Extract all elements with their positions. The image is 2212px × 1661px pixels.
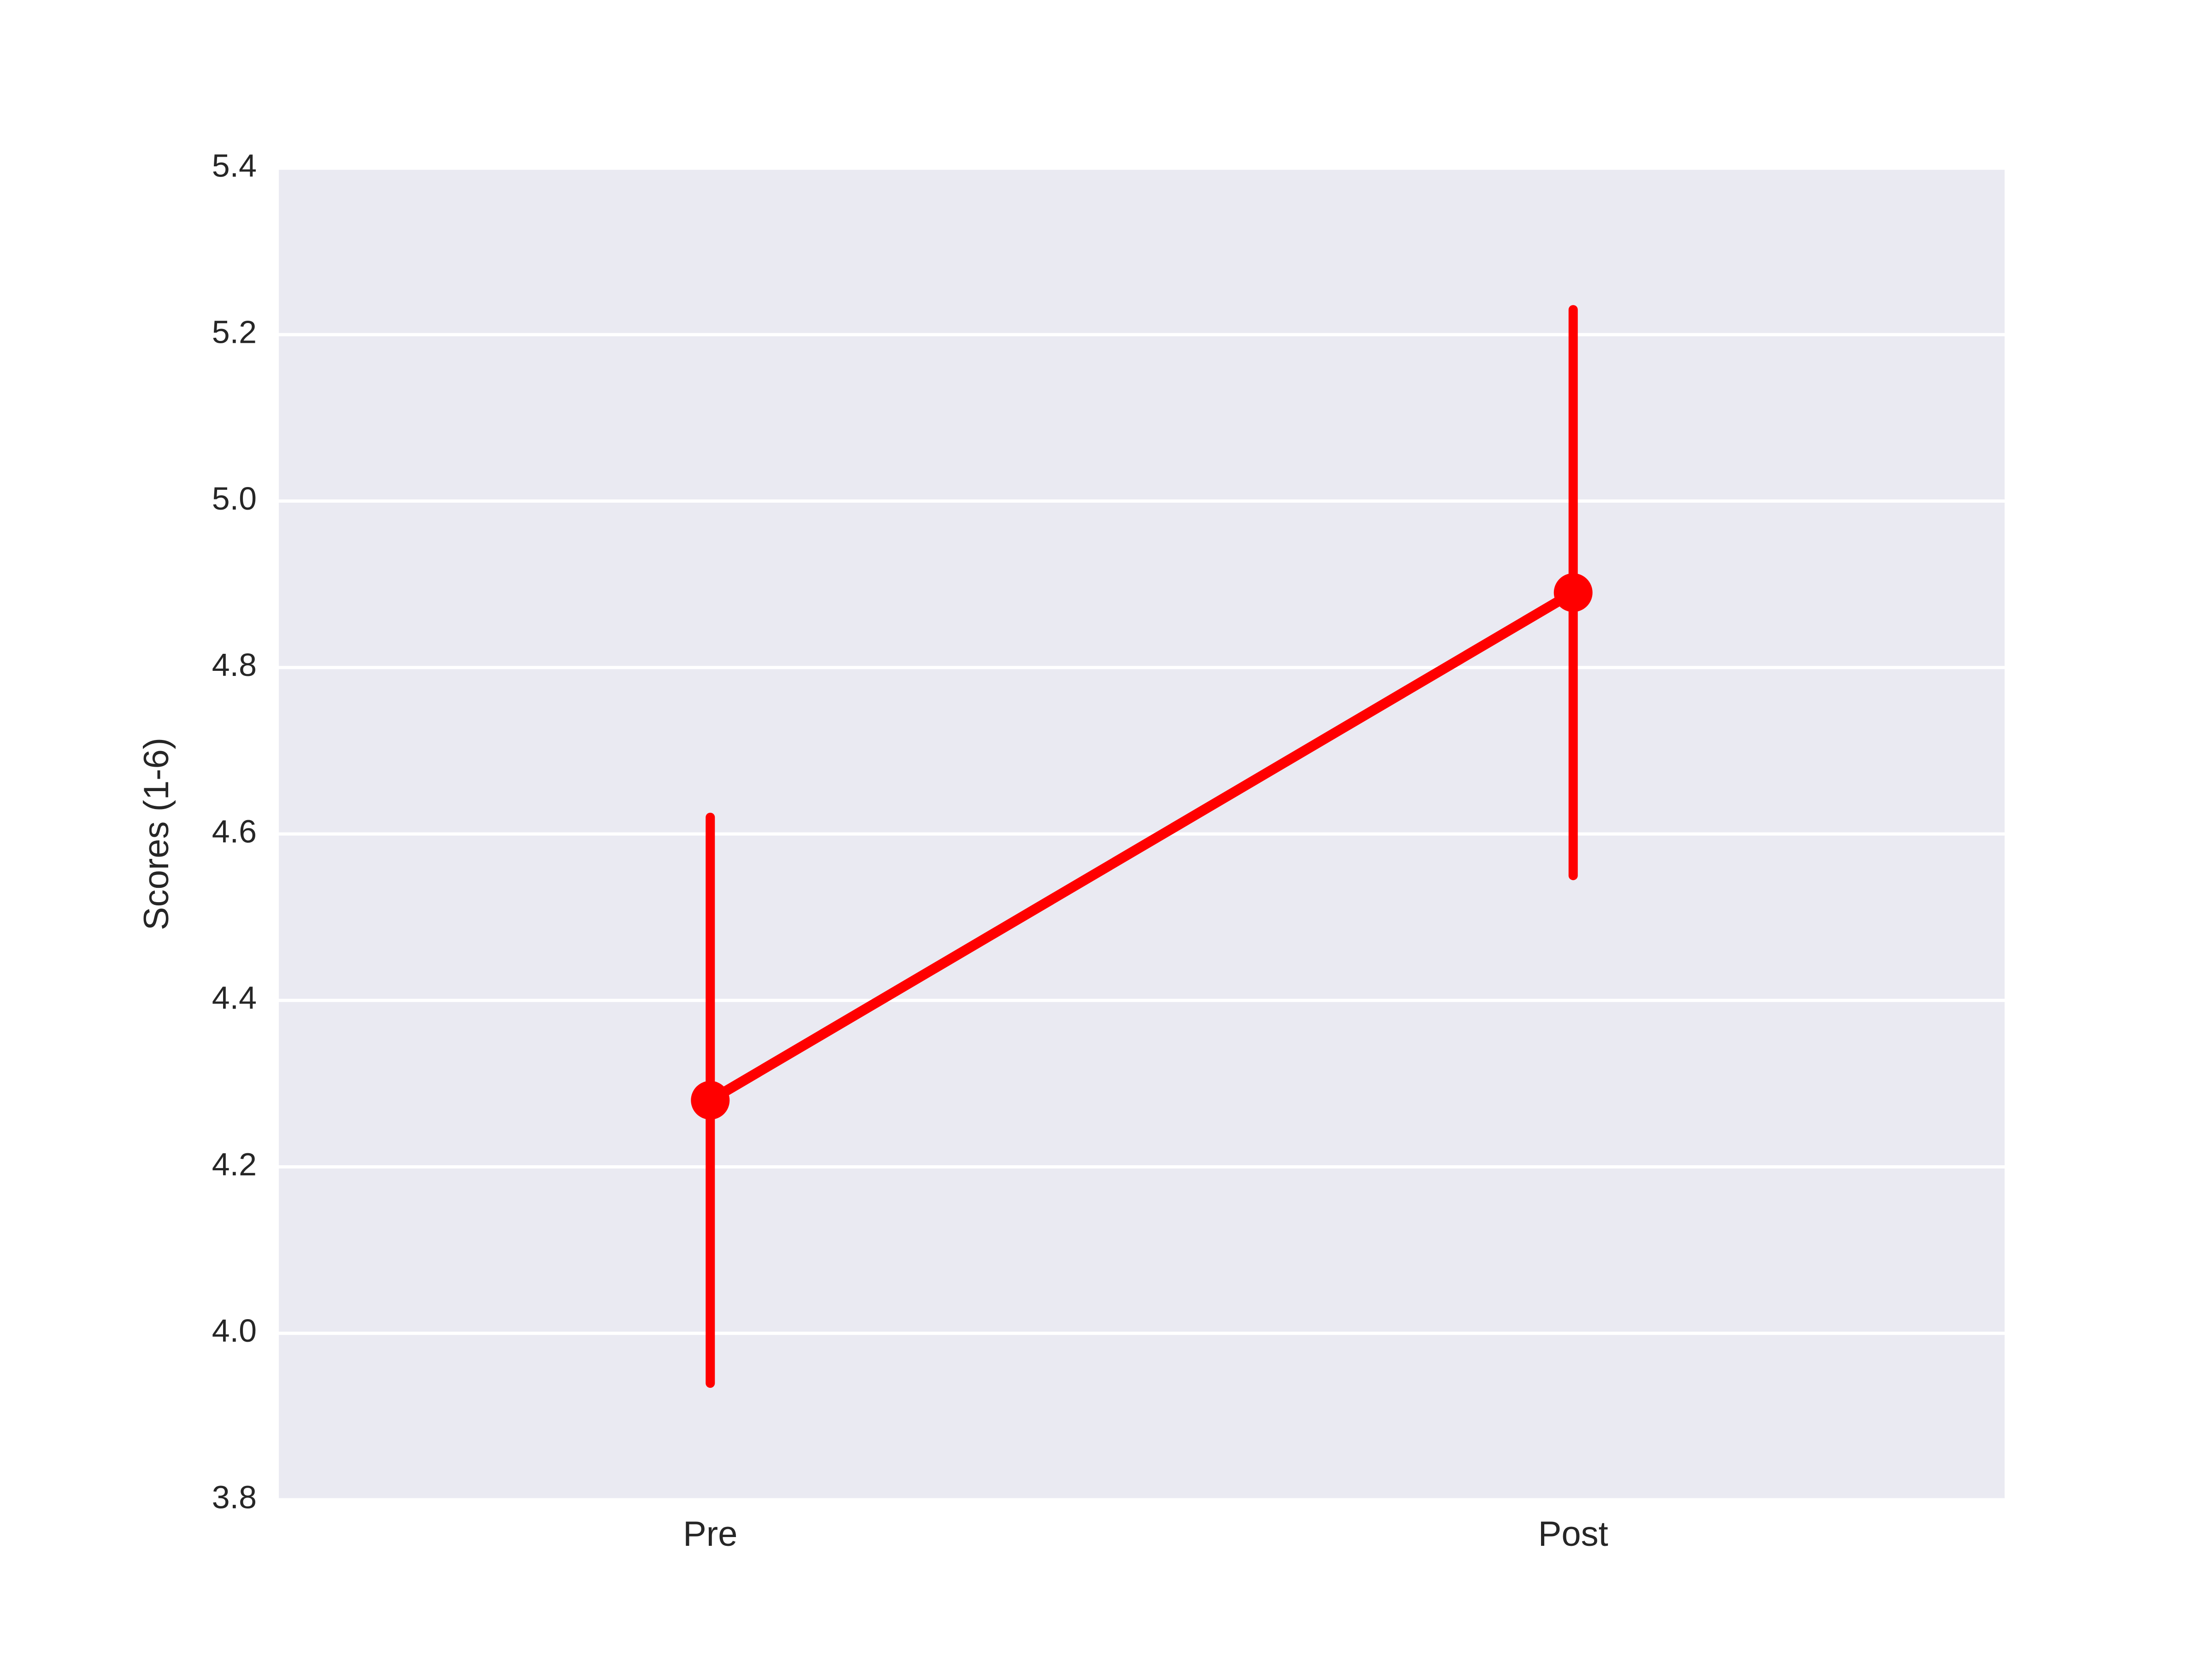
data-point bbox=[1553, 573, 1593, 612]
x-tick-label: Pre bbox=[683, 1514, 737, 1554]
series-layer bbox=[691, 305, 1593, 1388]
series-line bbox=[705, 587, 1578, 1105]
data-point bbox=[691, 1081, 730, 1120]
y-tick-label: 3.8 bbox=[212, 1479, 257, 1515]
y-tick-label: 5.0 bbox=[212, 481, 257, 516]
y-tick-label: 4.0 bbox=[212, 1313, 257, 1349]
grid-lines bbox=[279, 166, 2005, 1502]
x-tick-labels: Pre Post bbox=[683, 1514, 1608, 1554]
y-tick-label: 4.4 bbox=[212, 980, 257, 1016]
y-tick-label: 4.8 bbox=[212, 647, 257, 683]
y-tick-label: 5.2 bbox=[212, 314, 257, 350]
y-tick-labels: 3.8 4.0 4.2 4.4 4.6 4.8 5.0 5.2 5.4 bbox=[212, 147, 257, 1515]
y-tick-label: 5.4 bbox=[212, 147, 257, 183]
y-tick-label: 4.6 bbox=[212, 813, 257, 849]
y-tick-label: 4.2 bbox=[212, 1146, 257, 1182]
y-axis-label: Scores (1-6) bbox=[137, 738, 176, 930]
x-tick-label: Post bbox=[1538, 1514, 1608, 1554]
